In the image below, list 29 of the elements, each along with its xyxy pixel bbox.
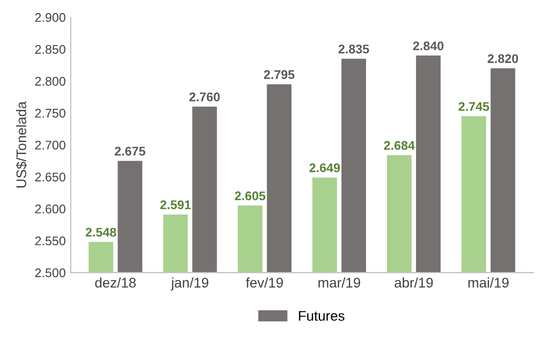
x-tick-label: mar/19 — [318, 277, 360, 288]
legend-label: Futures — [298, 311, 344, 321]
x-tick-label: jan/19 — [170, 277, 208, 290]
data-label: 2.795 — [264, 70, 294, 80]
data-label: 2.675 — [114, 146, 146, 156]
data-label: 2.835 — [338, 44, 370, 54]
data-label: 2.649 — [309, 163, 340, 172]
y-tick-label: 2.900 — [35, 13, 66, 22]
y-tick-label: 2.750 — [35, 108, 66, 118]
x-tick-label: mai/19 — [468, 277, 509, 288]
data-label: 2.840 — [413, 41, 444, 50]
x-tick-label: dez/18 — [95, 277, 136, 288]
y-tick-label: 2.550 — [35, 236, 66, 246]
data-label: 2.745 — [458, 102, 490, 111]
y-tick-label: 2.500 — [35, 268, 66, 278]
data-label: 2.684 — [384, 141, 415, 150]
x-tick-label: fev/19 — [246, 277, 283, 288]
data-label: 2.605 — [234, 191, 266, 200]
y-tick-label: 2.650 — [35, 172, 66, 182]
x-tick-label: abr/19 — [394, 277, 433, 288]
data-label: 2.820 — [488, 54, 518, 64]
y-axis-title: US$/Tonelada — [16, 101, 28, 188]
y-tick-label: 2.700 — [35, 140, 66, 150]
y-tick-label: 2.850 — [35, 44, 66, 54]
data-label: 2.548 — [86, 228, 116, 237]
data-label: 2.760 — [189, 92, 220, 102]
y-tick-label: 2.800 — [35, 76, 66, 86]
data-label: 2.591 — [160, 200, 191, 210]
y-tick-label: 2.600 — [35, 204, 66, 214]
